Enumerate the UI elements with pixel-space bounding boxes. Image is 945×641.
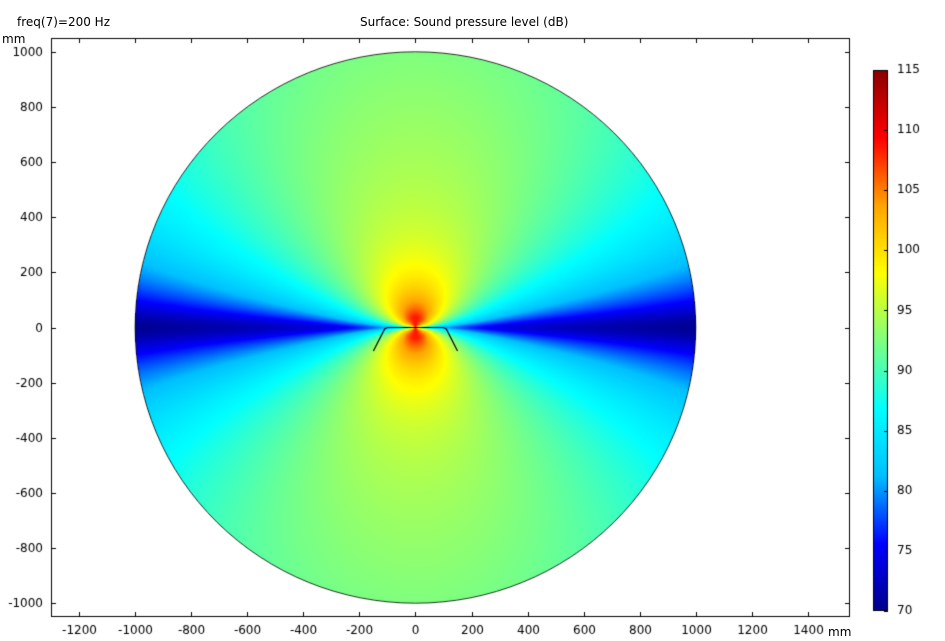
plot-title: Surface: Sound pressure level (dB) bbox=[360, 15, 569, 29]
x-axis-unit-label: mm bbox=[828, 625, 852, 639]
y-axis-unit-label: mm bbox=[2, 32, 26, 46]
frequency-label: freq(7)=200 Hz bbox=[17, 15, 110, 29]
